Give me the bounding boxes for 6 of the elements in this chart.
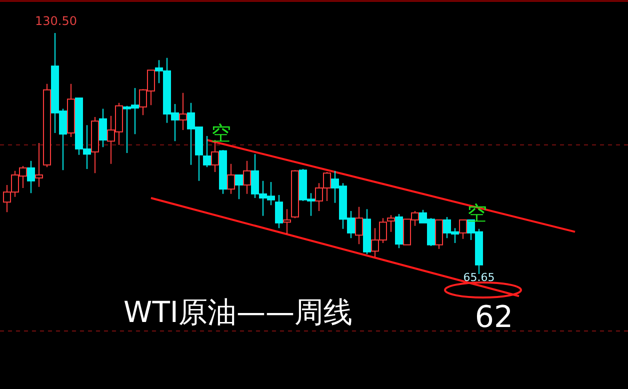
annotation: 空 bbox=[467, 200, 487, 225]
annotation: 130.50 bbox=[35, 14, 77, 28]
text: 62 bbox=[474, 300, 514, 335]
annotation: 65.65 bbox=[463, 271, 495, 284]
annotation: 空 bbox=[211, 121, 231, 146]
text: WTI原油——周线 bbox=[124, 295, 352, 329]
